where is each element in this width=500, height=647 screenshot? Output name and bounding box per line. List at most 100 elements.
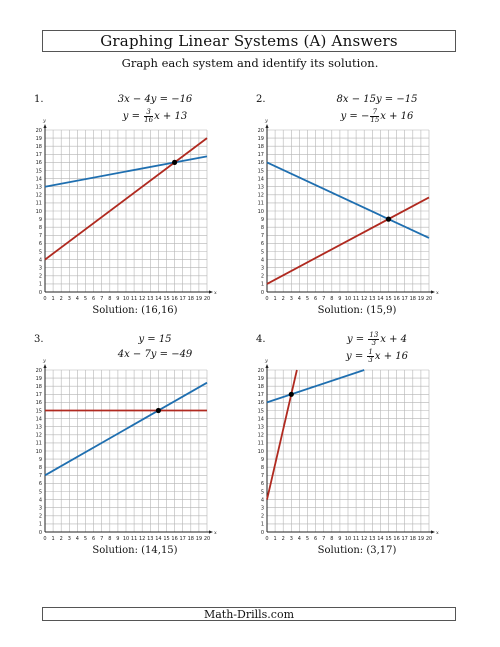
x-tick-label: 6 [314, 536, 317, 542]
problem-number: 4. [256, 334, 266, 345]
y-tick-label: 9 [39, 217, 42, 223]
y-tick-label: 18 [36, 384, 42, 390]
y-tick-label: 4 [261, 257, 264, 263]
x-tick-label: 2 [60, 536, 63, 542]
x-tick-label: 17 [402, 536, 408, 542]
x-tick-label: 19 [418, 296, 424, 302]
graph-1: 0 1 2 3 4 5 6 7 8 9 10 11 12 13 14 15 16 17 18 19 2001234567… [36, 118, 217, 302]
series-line-2 [266, 369, 298, 500]
x-tick-label: 12 [139, 536, 145, 542]
y-tick-label: 0 [261, 530, 264, 536]
x-tick-label: 10 [345, 536, 351, 542]
solution-point [288, 391, 294, 397]
y-tick-label: 0 [39, 530, 42, 536]
x-tick-label: 11 [353, 536, 359, 542]
y-tick-label: 3 [39, 506, 42, 512]
y-tick-label: 10 [36, 449, 42, 455]
problem-number: 1. [34, 94, 44, 105]
y-tick-label: 8 [39, 225, 42, 231]
x-tick-label: 6 [92, 296, 95, 302]
x-tick-label: 15 [385, 296, 391, 302]
x-tick-label: 12 [361, 296, 367, 302]
y-tick-label: 18 [36, 144, 42, 150]
y-tick-label: 4 [39, 497, 42, 503]
y-axis-label: y [42, 118, 46, 124]
x-tick-label: 3 [290, 296, 293, 302]
y-tick-label: 19 [36, 376, 42, 382]
x-axis-arrow [431, 290, 435, 294]
x-tick-label: 10 [123, 296, 129, 302]
x-tick-label: 15 [163, 296, 169, 302]
problem-number: 3. [34, 334, 44, 345]
x-tick-label: 16 [171, 536, 177, 542]
x-tick-label: 18 [188, 296, 194, 302]
y-tick-label: 15 [36, 408, 42, 414]
y-tick-label: 2 [261, 274, 264, 280]
y-tick-label: 17 [36, 152, 42, 158]
y-tick-label: 12 [258, 433, 264, 439]
x-tick-label: 1 [274, 536, 277, 542]
x-tick-label: 0 [43, 536, 46, 542]
y-tick-label: 16 [258, 160, 264, 166]
x-tick-label: 19 [418, 536, 424, 542]
instructions: Graph each system and identify its solut… [121, 56, 379, 70]
y-tick-label: 7 [39, 233, 42, 239]
y-tick-label: 14 [258, 416, 264, 422]
y-tick-label: 11 [258, 201, 264, 207]
x-tick-label: 8 [330, 296, 333, 302]
y-tick-label: 5 [39, 489, 42, 495]
footer-box: Math-Drills.com [42, 607, 456, 621]
x-tick-label: 2 [282, 536, 285, 542]
y-tick-label: 4 [261, 497, 264, 503]
y-tick-label: 15 [258, 408, 264, 414]
x-tick-label: 20 [204, 296, 210, 302]
worksheet-title-box: Graphing Linear Systems (A) Answers [42, 30, 456, 52]
y-tick-label: 6 [261, 241, 264, 247]
x-tick-label: 1 [274, 296, 277, 302]
y-tick-label: 11 [258, 441, 264, 447]
x-axis-label: x [214, 530, 217, 536]
y-tick-label: 14 [36, 416, 42, 422]
graph-4: 0 1 2 3 4 5 6 7 8 9 10 11 12 13 14 15 16 17 18 19 2001234567… [258, 358, 439, 542]
worksheet-title: Graphing Linear Systems (A) Answers [100, 32, 398, 50]
solution-1: Solution: (16,16) [92, 305, 178, 316]
y-tick-label: 20 [36, 128, 42, 134]
y-tick-label: 13 [36, 185, 42, 191]
x-axis-arrow [209, 290, 213, 294]
solution-point [172, 159, 178, 165]
y-axis-label: y [264, 118, 268, 124]
x-tick-label: 20 [204, 536, 210, 542]
x-tick-label: 14 [377, 296, 383, 302]
x-tick-label: 9 [338, 296, 341, 302]
y-tick-label: 12 [258, 193, 264, 199]
footer-site: Math-Drills.com [203, 607, 295, 621]
y-tick-label: 6 [39, 481, 42, 487]
x-tick-label: 7 [100, 296, 103, 302]
x-tick-label: 9 [338, 536, 341, 542]
x-tick-label: 14 [377, 536, 383, 542]
equation-1: y = 13 3 x + 4 [346, 331, 408, 347]
x-tick-label: 4 [298, 536, 301, 542]
equation-2: y = 3 16 x + 13 [122, 108, 188, 124]
x-tick-label: 12 [361, 536, 367, 542]
y-tick-label: 13 [258, 425, 264, 431]
y-tick-label: 15 [258, 168, 264, 174]
y-tick-label: 5 [261, 489, 264, 495]
x-tick-label: 14 [155, 536, 161, 542]
y-tick-label: 17 [258, 392, 264, 398]
y-axis-arrow [265, 124, 269, 128]
fraction: 13 3 [368, 331, 380, 347]
y-tick-label: 20 [258, 368, 264, 374]
series-line-2 [266, 196, 430, 285]
x-tick-label: 15 [163, 536, 169, 542]
x-axis-arrow [209, 530, 213, 534]
x-tick-label: 16 [171, 296, 177, 302]
y-tick-label: 14 [258, 176, 264, 182]
y-tick-label: 16 [36, 400, 42, 406]
y-tick-label: 5 [261, 249, 264, 255]
x-tick-label: 17 [180, 536, 186, 542]
x-tick-label: 7 [322, 536, 325, 542]
equation-1: 3x − 4y = −16 [117, 94, 193, 105]
